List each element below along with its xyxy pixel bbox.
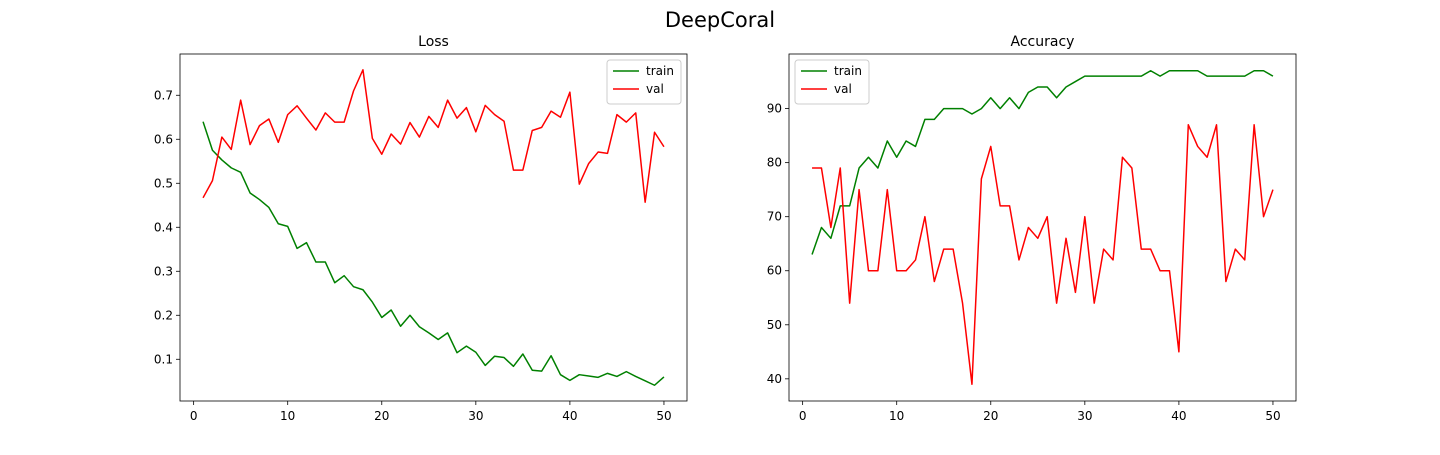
x-tick-label: 10 [280,409,295,423]
axes-frame [788,53,1297,402]
subplot-title: Accuracy [1011,34,1075,50]
subplot-accuracy: Accuracy 0 10 20 30 40 50 40 50 60 70 80 90 train val [767,34,1297,423]
legend-label-val: val [646,82,664,96]
legend: train val [606,59,682,105]
axes-frame [179,53,688,402]
y-tick-label: 90 [767,102,782,116]
x-tick-label: 30 [1077,409,1092,423]
figure-title: DeepCoral [665,8,775,32]
series-line-train [202,121,665,386]
x-tick-label: 50 [1265,409,1280,423]
series-line-train [811,70,1274,255]
legend-label-train: train [834,64,862,78]
x-tick-label: 0 [190,409,198,423]
x-tick-label: 40 [562,409,577,423]
y-tick-label: 60 [767,264,782,278]
y-tick-label: 0.1 [154,352,173,366]
y-tick-label: 70 [767,210,782,224]
series-line-val [812,124,1274,385]
y-tick-label: 0.3 [154,264,173,278]
y-tick-label: 0.6 [154,132,173,146]
y-tick-label: 0.5 [154,176,173,190]
y-tick-label: 0.7 [154,88,173,102]
x-tick-label: 20 [374,409,389,423]
x-tick-label: 0 [799,409,807,423]
y-tick-label: 80 [767,156,782,170]
subplots: Loss 0 10 20 30 40 50 0.1 0.2 0.3 0.4 0.5 0.6 0.7 trai… [154,34,1297,423]
legend-label-val: val [834,82,852,96]
legend: train val [794,59,870,105]
y-tick-label: 40 [767,372,782,386]
y-tick-label: 50 [767,318,782,332]
x-tick-label: 50 [656,409,671,423]
x-tick-label: 40 [1171,409,1186,423]
legend-label-train: train [646,64,674,78]
series-line-val [202,69,665,203]
subplot-title: Loss [418,34,449,50]
x-tick-label: 30 [468,409,483,423]
y-tick-label: 0.2 [154,308,173,322]
subplot-loss: Loss 0 10 20 30 40 50 0.1 0.2 0.3 0.4 0.5 0.6 0.7 trai… [154,34,688,423]
y-tick-label: 0.4 [154,220,173,234]
x-tick-label: 10 [889,409,904,423]
x-tick-label: 20 [983,409,998,423]
